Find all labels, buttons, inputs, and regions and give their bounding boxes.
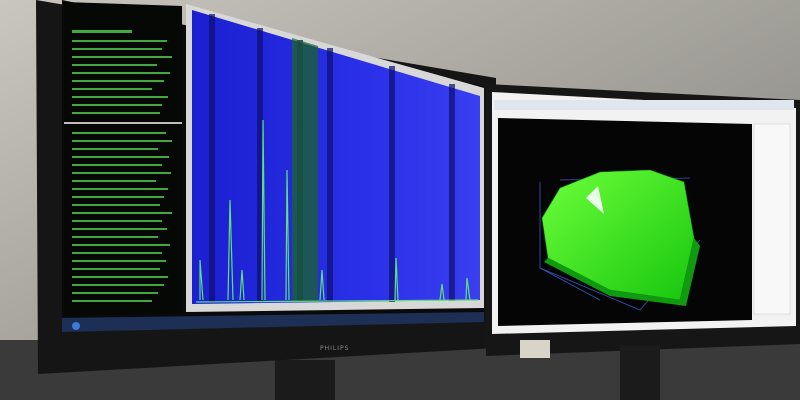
side-panel [753,123,791,315]
right-monitor [486,84,800,356]
brand-logo: PHILIPS [320,345,349,352]
right-stand [620,345,660,400]
left-monitor: PHILIPS [36,0,496,374]
sticker [520,340,550,358]
start-button[interactable] [72,322,80,330]
console-text [64,30,182,302]
taskbar[interactable] [62,312,484,332]
left-stand [275,360,335,400]
